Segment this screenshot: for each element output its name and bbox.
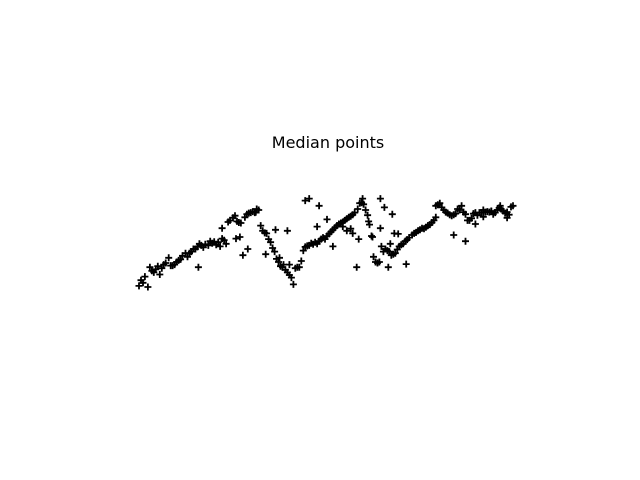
data-point — [219, 225, 226, 232]
data-point — [324, 216, 331, 223]
data-point — [195, 264, 202, 271]
data-point — [290, 281, 297, 288]
data-point — [141, 273, 148, 280]
data-point — [385, 264, 392, 271]
data-point — [329, 243, 336, 250]
data-point — [316, 202, 323, 209]
data-point — [391, 230, 398, 237]
data-point — [355, 236, 362, 243]
data-point — [368, 233, 375, 240]
data-point — [462, 238, 469, 245]
data-point — [144, 284, 151, 291]
data-point — [262, 251, 269, 258]
data-point — [244, 246, 251, 253]
plot-area — [136, 195, 517, 290]
data-point — [353, 264, 360, 271]
data-point — [389, 211, 396, 218]
data-point — [450, 232, 457, 239]
data-point — [472, 221, 479, 228]
data-point — [284, 227, 291, 234]
data-point — [377, 195, 384, 202]
data-point — [286, 261, 293, 268]
data-point — [239, 252, 246, 259]
data-point — [298, 258, 305, 265]
data-point — [403, 261, 410, 268]
chart-title: Median points — [272, 133, 384, 152]
data-point — [381, 204, 388, 211]
data-point — [272, 226, 279, 233]
data-point — [156, 271, 163, 278]
data-point — [314, 223, 321, 230]
data-point — [387, 240, 394, 247]
data-point — [369, 234, 376, 241]
data-point — [377, 225, 384, 232]
